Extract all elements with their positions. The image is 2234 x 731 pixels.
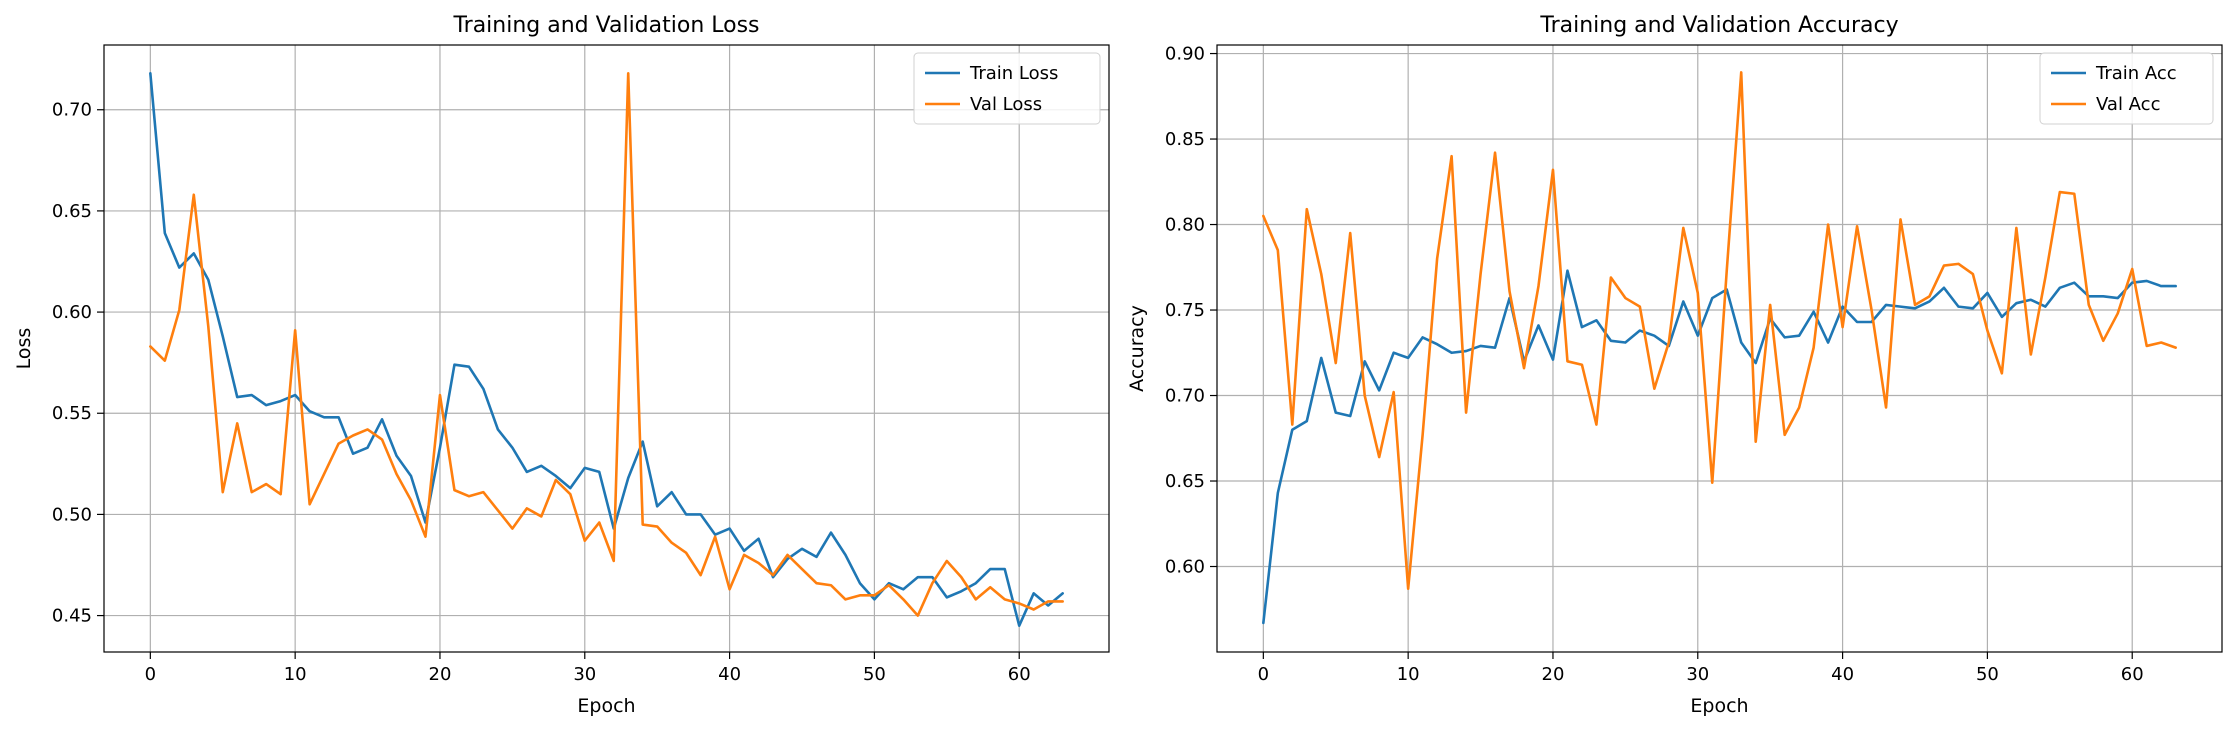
accuracy-y-tick-label: 0.70 xyxy=(1165,386,1205,407)
loss-legend-label-val: Val Loss xyxy=(970,94,1042,115)
accuracy-y-tick-label: 0.90 xyxy=(1165,44,1205,65)
accuracy-y-tick-label: 0.65 xyxy=(1165,471,1205,492)
loss-y-tick-label: 0.60 xyxy=(52,302,92,323)
loss-y-tick-label: 0.70 xyxy=(52,100,92,121)
loss-x-tick-label: 60 xyxy=(1008,664,1031,685)
accuracy-legend: Train Acc Val Acc xyxy=(2039,52,2214,125)
loss-x-tick-label: 30 xyxy=(573,664,596,685)
loss-series-val-line xyxy=(149,72,1064,617)
accuracy-x-axis-label: Epoch xyxy=(1690,695,1748,717)
loss-chart: Training and Validation Loss 0 10 20 30 40 50… xyxy=(13,13,1110,717)
accuracy-x-tick-label: 30 xyxy=(1686,664,1709,685)
accuracy-y-tick-label: 0.85 xyxy=(1165,129,1205,150)
accuracy-legend-box xyxy=(2039,52,2214,125)
loss-y-tick-label: 0.45 xyxy=(52,606,92,627)
loss-x-tick-label: 10 xyxy=(284,664,307,685)
accuracy-y-axis-label: Accuracy xyxy=(1126,305,1148,392)
loss-grid xyxy=(104,45,1109,652)
accuracy-plot-frame xyxy=(1216,44,2223,653)
loss-x-ticks: 0 10 20 30 40 50 60 xyxy=(145,652,1031,685)
loss-y-tick-label: 0.50 xyxy=(52,504,92,525)
loss-legend-label-train: Train Loss xyxy=(969,63,1058,84)
loss-y-axis-label: Loss xyxy=(13,328,35,370)
accuracy-y-ticks: 0.60 0.65 0.70 0.75 0.80 0.85 0.90 xyxy=(1165,44,1217,578)
loss-plot-frame xyxy=(103,44,1110,653)
loss-x-axis-label: Epoch xyxy=(577,695,635,717)
accuracy-chart-title: Training and Validation Accuracy xyxy=(1539,13,1898,38)
accuracy-legend-label-train: Train Acc xyxy=(2095,63,2177,84)
loss-legend-box xyxy=(913,52,1101,125)
accuracy-y-tick-label: 0.60 xyxy=(1165,557,1205,578)
loss-y-ticks: 0.45 0.50 0.55 0.60 0.65 0.70 xyxy=(52,100,104,627)
loss-y-tick-label: 0.65 xyxy=(52,201,92,222)
accuracy-y-tick-label: 0.75 xyxy=(1165,300,1205,321)
accuracy-x-tick-label: 60 xyxy=(2121,664,2144,685)
accuracy-x-tick-label: 20 xyxy=(1542,664,1565,685)
accuracy-legend-label-val: Val Acc xyxy=(2096,94,2160,115)
loss-x-tick-label: 0 xyxy=(145,664,156,685)
accuracy-series-val-line xyxy=(1262,71,2177,591)
loss-x-tick-label: 40 xyxy=(718,664,741,685)
accuracy-chart: Training and Validation Accuracy 0 10 20 30… xyxy=(1126,13,2223,717)
accuracy-y-tick-label: 0.80 xyxy=(1165,215,1205,236)
accuracy-x-tick-label: 40 xyxy=(1831,664,1854,685)
loss-chart-title: Training and Validation Loss xyxy=(452,13,759,38)
loss-y-tick-label: 0.55 xyxy=(52,403,92,424)
loss-x-tick-label: 20 xyxy=(429,664,452,685)
accuracy-x-tick-label: 0 xyxy=(1258,664,1269,685)
accuracy-x-ticks: 0 10 20 30 40 50 60 xyxy=(1258,652,2144,685)
accuracy-lines xyxy=(1262,71,2177,625)
loss-legend: Train Loss Val Loss xyxy=(913,52,1101,125)
accuracy-x-tick-label: 50 xyxy=(1976,664,1999,685)
loss-lines xyxy=(149,72,1064,628)
loss-x-tick-label: 50 xyxy=(863,664,886,685)
accuracy-x-tick-label: 10 xyxy=(1397,664,1420,685)
